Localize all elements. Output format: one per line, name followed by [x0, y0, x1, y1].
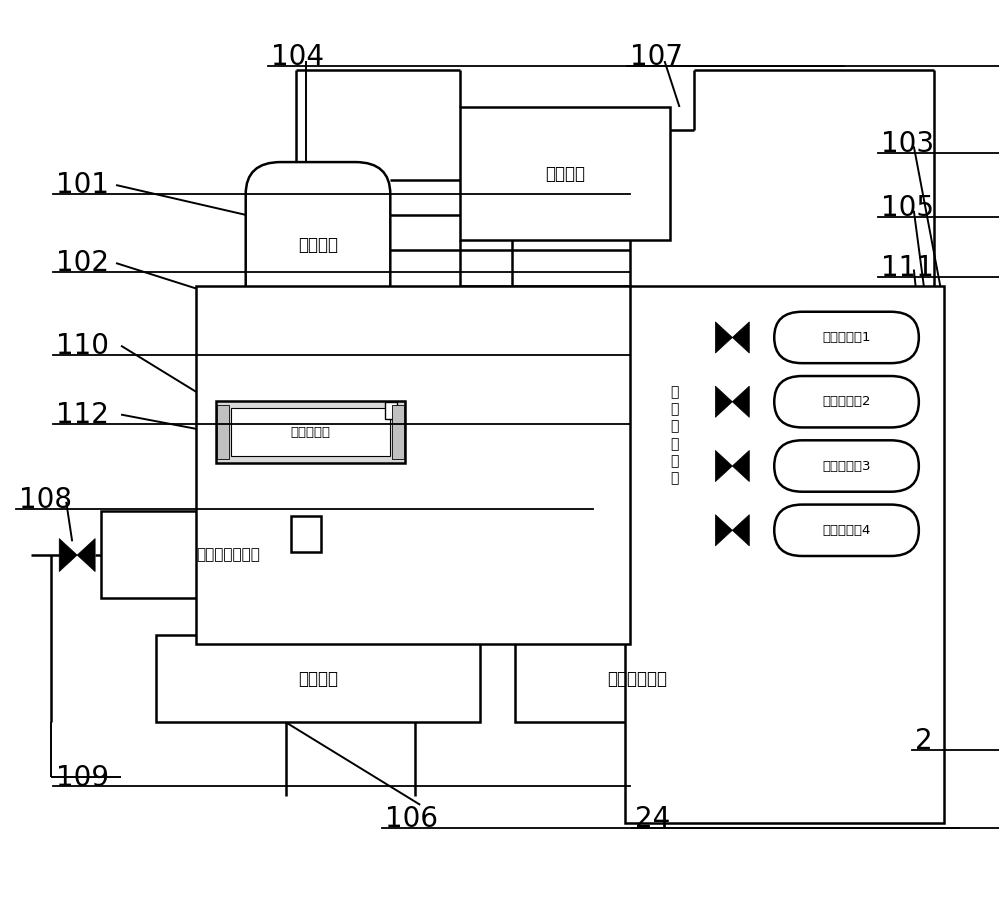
Polygon shape	[715, 321, 732, 353]
Text: 饮水终端机3: 饮水终端机3	[822, 460, 871, 472]
FancyBboxPatch shape	[774, 440, 919, 492]
Bar	[392, 405, 404, 459]
Polygon shape	[732, 515, 749, 546]
Text: 烧水内胆: 烧水内胆	[298, 236, 338, 253]
Text: 105: 105	[881, 194, 934, 222]
Text: 热交换器: 热交换器	[545, 165, 585, 182]
Polygon shape	[732, 386, 749, 417]
Text: 101: 101	[56, 171, 109, 199]
Bar	[460, 107, 670, 240]
Text: 110: 110	[56, 332, 109, 360]
Text: 饮水终端机1: 饮水终端机1	[822, 331, 871, 344]
Bar	[101, 511, 355, 599]
Polygon shape	[715, 386, 732, 417]
Text: 低压供电系统: 低压供电系统	[607, 670, 667, 688]
FancyBboxPatch shape	[774, 376, 919, 427]
Text: 饮水终端机4: 饮水终端机4	[822, 524, 871, 537]
Text: 2: 2	[915, 727, 932, 755]
Text: 104: 104	[271, 42, 324, 71]
Text: 107: 107	[630, 42, 683, 71]
Text: 103: 103	[881, 130, 934, 157]
Text: 102: 102	[56, 250, 109, 277]
Text: 111: 111	[881, 254, 934, 282]
Bar	[625, 286, 944, 823]
Text: 出
水
分
水
阀
组: 出 水 分 水 阀 组	[670, 385, 679, 485]
FancyBboxPatch shape	[774, 505, 919, 556]
Polygon shape	[715, 450, 732, 482]
Text: 微处理器: 微处理器	[298, 670, 338, 688]
FancyBboxPatch shape	[774, 311, 919, 363]
Bar	[216, 401, 405, 463]
Text: 109: 109	[56, 764, 109, 791]
Bar	[630, 296, 719, 576]
Text: 106: 106	[385, 805, 438, 833]
Polygon shape	[732, 450, 749, 482]
Bar	[515, 635, 759, 722]
Text: 108: 108	[19, 486, 72, 514]
Bar	[196, 286, 630, 644]
Text: 饮水终端机2: 饮水终端机2	[822, 395, 871, 408]
Bar	[217, 405, 229, 459]
Text: 电磁加热体: 电磁加热体	[291, 426, 331, 438]
Bar	[291, 516, 321, 553]
Bar	[231, 408, 390, 456]
Polygon shape	[732, 321, 749, 353]
Polygon shape	[59, 539, 77, 572]
Bar	[385, 402, 397, 419]
Text: 24: 24	[635, 805, 670, 833]
Polygon shape	[715, 515, 732, 546]
Text: 112: 112	[56, 401, 109, 429]
Bar	[156, 635, 480, 722]
Text: 自来水过滤装置: 自来水过滤装置	[196, 547, 260, 562]
Polygon shape	[77, 539, 95, 572]
FancyBboxPatch shape	[246, 162, 390, 516]
